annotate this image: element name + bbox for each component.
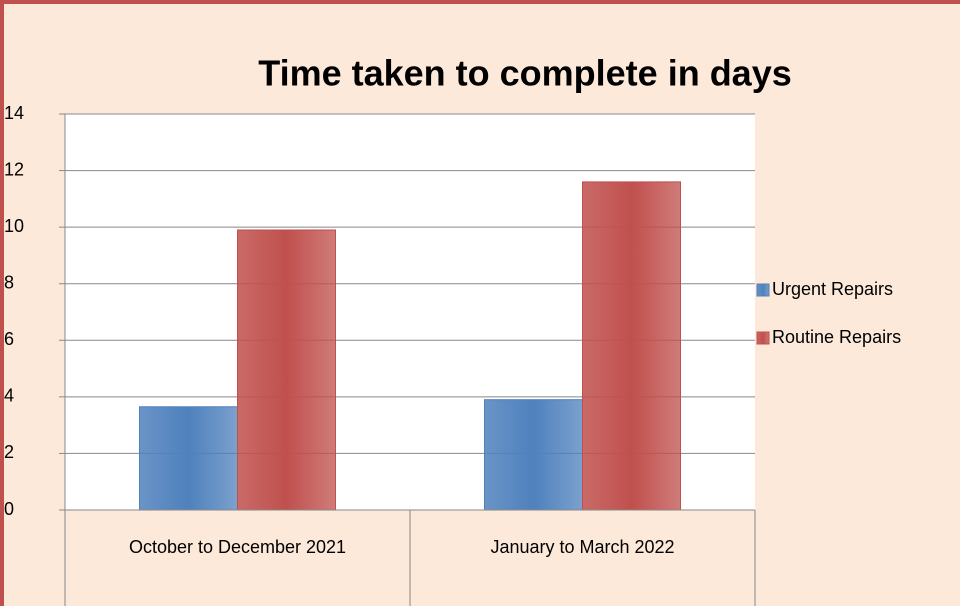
bar (237, 229, 336, 511)
y-tick-label: 8 (4, 272, 14, 292)
y-tick-label: 10 (4, 216, 24, 236)
y-tick-label: 12 (4, 159, 24, 179)
y-tick-label: 0 (4, 499, 14, 519)
y-tick-label: 4 (4, 386, 14, 406)
bar (484, 399, 583, 511)
legend-label: Urgent Repairs (772, 279, 893, 299)
bar (582, 181, 681, 511)
legend-swatch (756, 283, 770, 297)
legend-label: Routine Repairs (772, 327, 901, 347)
legend-swatch (756, 331, 770, 345)
x-tick-label: January to March 2022 (490, 537, 674, 557)
y-tick-label: 14 (4, 103, 24, 123)
chart-title: Time taken to complete in days (258, 53, 792, 94)
y-tick-label: 2 (4, 442, 14, 462)
bar (139, 406, 238, 511)
y-tick-label: 6 (4, 329, 14, 349)
x-tick-label: October to December 2021 (129, 537, 346, 557)
